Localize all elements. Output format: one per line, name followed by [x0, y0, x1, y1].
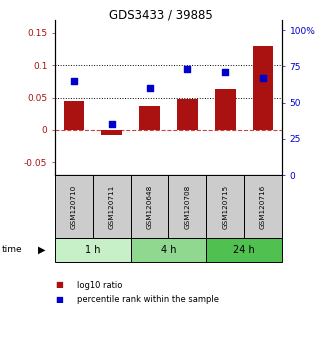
Text: percentile rank within the sample: percentile rank within the sample — [77, 295, 220, 304]
Point — [109, 121, 114, 127]
Bar — [64, 101, 84, 130]
Bar — [131, 238, 206, 262]
Bar — [177, 99, 198, 130]
Text: 4 h: 4 h — [161, 245, 176, 255]
Text: GDS3433 / 39885: GDS3433 / 39885 — [108, 8, 213, 21]
Point — [185, 67, 190, 72]
Bar — [253, 46, 273, 130]
Text: log10 ratio: log10 ratio — [77, 280, 123, 290]
Bar — [101, 130, 122, 135]
Text: ■: ■ — [55, 280, 63, 290]
Text: 1 h: 1 h — [85, 245, 100, 255]
Bar — [55, 175, 93, 238]
Point — [147, 85, 152, 91]
Point — [71, 78, 76, 84]
Text: GSM120716: GSM120716 — [260, 184, 266, 229]
Bar — [169, 175, 206, 238]
Text: GSM120648: GSM120648 — [147, 184, 152, 229]
Text: ■: ■ — [55, 295, 63, 304]
Text: GSM120715: GSM120715 — [222, 184, 228, 229]
Bar — [93, 175, 131, 238]
Text: GSM120710: GSM120710 — [71, 184, 77, 229]
Bar — [206, 238, 282, 262]
Point — [223, 69, 228, 75]
Bar — [244, 175, 282, 238]
Bar — [139, 106, 160, 130]
Text: GSM120711: GSM120711 — [109, 184, 115, 229]
Bar — [215, 89, 236, 130]
Bar — [131, 175, 169, 238]
Text: 24 h: 24 h — [233, 245, 255, 255]
Bar — [55, 238, 131, 262]
Text: time: time — [2, 246, 22, 255]
Text: ▶: ▶ — [38, 245, 46, 255]
Point — [261, 75, 266, 81]
Text: GSM120708: GSM120708 — [185, 184, 190, 229]
Bar — [206, 175, 244, 238]
